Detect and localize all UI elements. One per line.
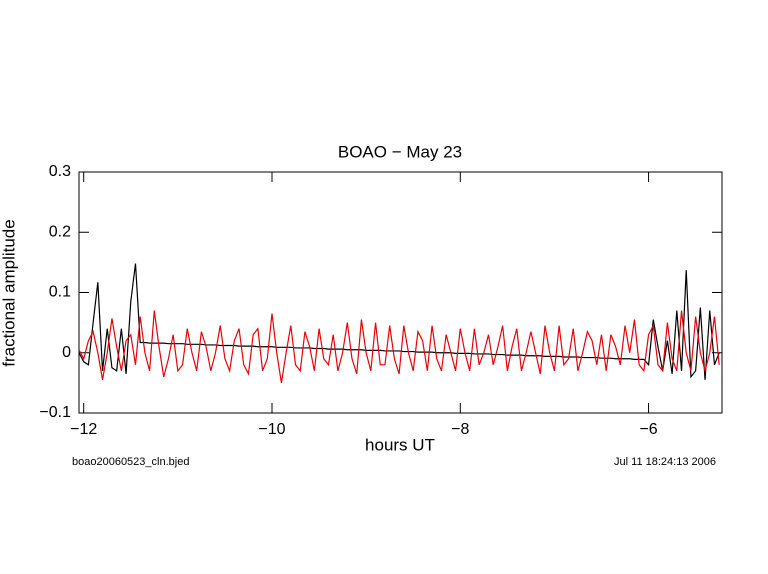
x-tick-label: −8 (451, 421, 469, 438)
x-axis-title: hours UT (365, 435, 435, 454)
y-axis-title: fractional amplitude (0, 219, 18, 366)
x-tick-label: −6 (639, 421, 657, 438)
date-note: Jul 11 18:24:13 2006 (614, 456, 716, 468)
y-tick-label: 0.2 (49, 223, 71, 240)
file-note: boao20060523_cln.bjed (72, 456, 189, 468)
series-line (79, 310, 720, 383)
y-tick-label: 0.1 (49, 284, 71, 301)
chart-title: BOAO − May 23 (338, 142, 462, 161)
x-tick-label: −12 (70, 421, 97, 438)
x-tick-label: −10 (258, 421, 285, 438)
y-tick-label: −0.1 (39, 404, 71, 421)
y-tick-label: 0.3 (49, 163, 71, 180)
y-tick-label: 0 (62, 344, 71, 361)
